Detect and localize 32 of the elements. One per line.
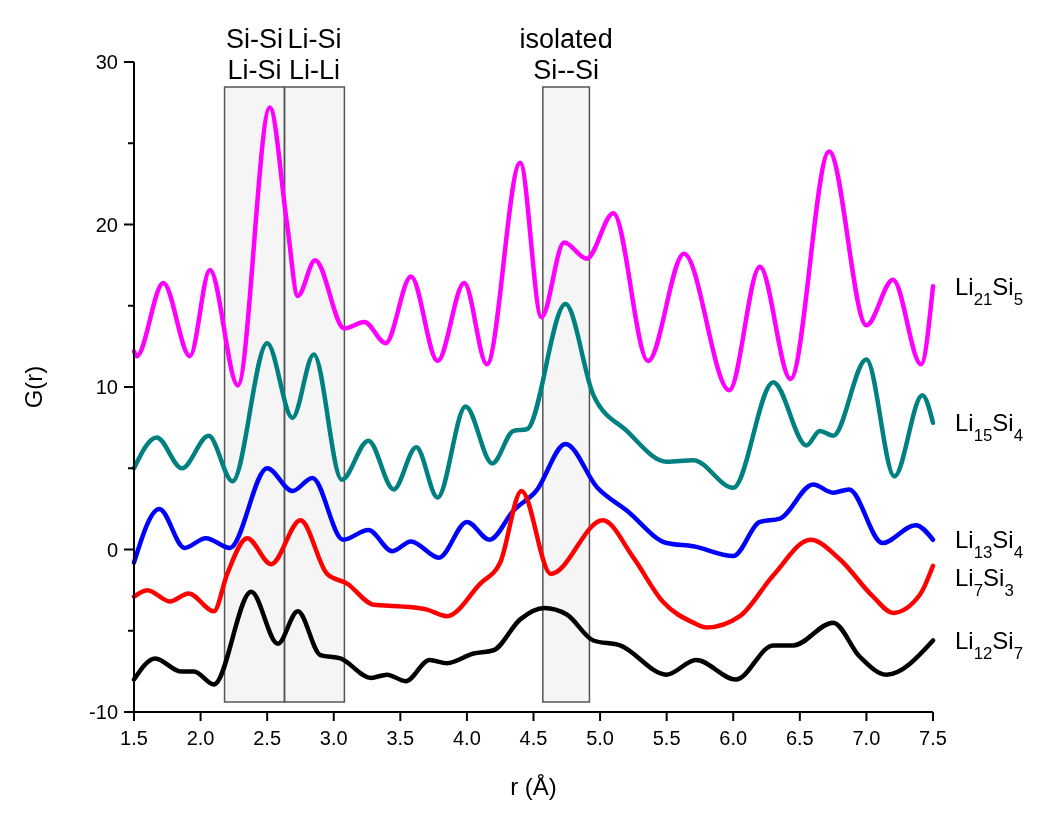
band-label: isolated Si--Si — [519, 24, 613, 85]
series-label: Li$_{15}$Si$_{4}$ — [955, 409, 1024, 445]
line-series — [131, 441, 936, 565]
y-tick-label: 10 — [95, 376, 118, 398]
y-tick-label: 20 — [95, 213, 118, 236]
series-label: Li$_{13}$Si$_{4}$ — [955, 526, 1024, 562]
band-label: Li-Si Li-Li — [287, 24, 342, 85]
x-axis-title: r (Å) — [510, 773, 557, 800]
x-tick-label: 2.5 — [253, 727, 282, 749]
x-tick-label: 5.5 — [652, 727, 681, 749]
y-tick-label: -10 — [89, 701, 118, 723]
y-tick-label: 0 — [106, 538, 118, 561]
x-tick-label: 2.0 — [186, 727, 215, 749]
x-tick-label: 4.5 — [519, 727, 548, 749]
series-label: Li$_{12}$Si$_{7}$ — [955, 626, 1024, 663]
y-tick-label: 30 — [95, 51, 118, 73]
series-label: Li$_{21}$Si$_{5}$ — [955, 272, 1024, 309]
series-label: Li$_{7}$Si$_{3}$ — [955, 564, 1014, 600]
x-tick-label: 4.0 — [453, 727, 481, 749]
x-tick-label: 6.5 — [785, 727, 814, 749]
x-tick-label: 1.5 — [120, 727, 148, 749]
line-series — [131, 301, 936, 500]
x-tick-label: 7.0 — [852, 727, 881, 749]
x-tick-label: 5.0 — [586, 727, 614, 749]
line-series — [131, 488, 936, 630]
band-label: Si-Si Li-Si — [226, 24, 284, 85]
x-tick-label: 3.5 — [386, 727, 415, 749]
y-axis-title: G(r) — [20, 365, 47, 409]
line-series — [131, 105, 936, 393]
x-tick-label: 6.0 — [719, 727, 748, 749]
x-tick-label: 3.0 — [319, 727, 348, 749]
x-tick-label: 7.5 — [919, 727, 947, 749]
